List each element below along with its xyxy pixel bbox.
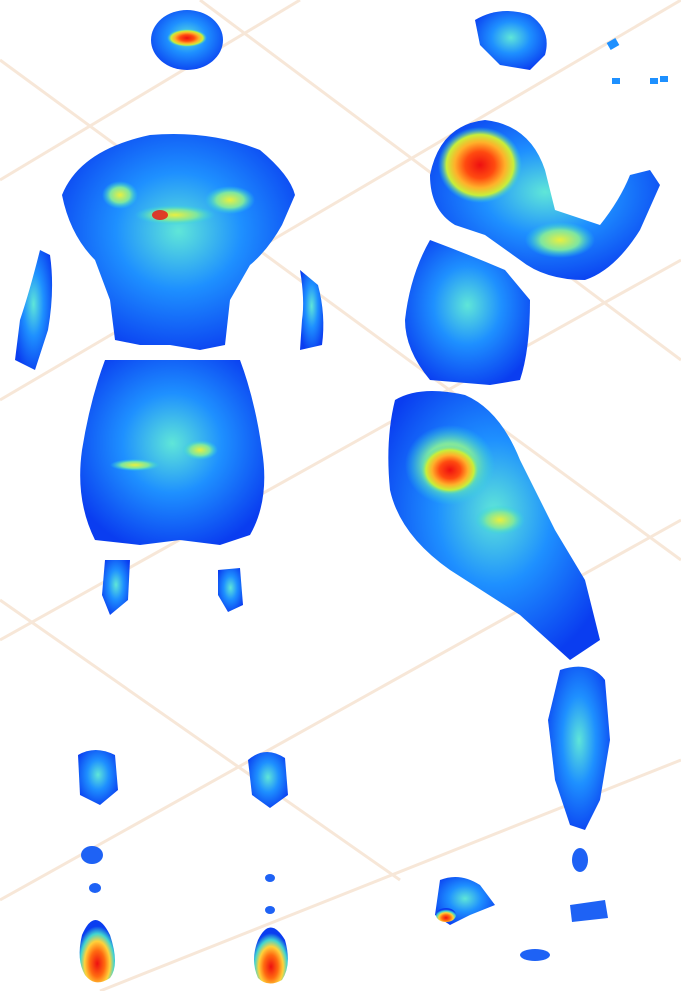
front-left-calf [78, 750, 118, 805]
front-torso [62, 134, 295, 350]
front-body-view [15, 10, 324, 984]
side-lower-leg [548, 666, 610, 830]
side-torso [405, 240, 530, 385]
front-left-foot [79, 920, 115, 983]
side-head [475, 11, 547, 70]
front-right-calf [248, 751, 288, 808]
side-body-view [388, 11, 668, 961]
front-left-arm [15, 250, 53, 370]
front-right-arm [300, 270, 324, 350]
front-right-thigh [218, 568, 243, 612]
front-hips [80, 360, 265, 545]
front-left-thigh [102, 560, 130, 615]
front-right-foot [254, 927, 288, 984]
